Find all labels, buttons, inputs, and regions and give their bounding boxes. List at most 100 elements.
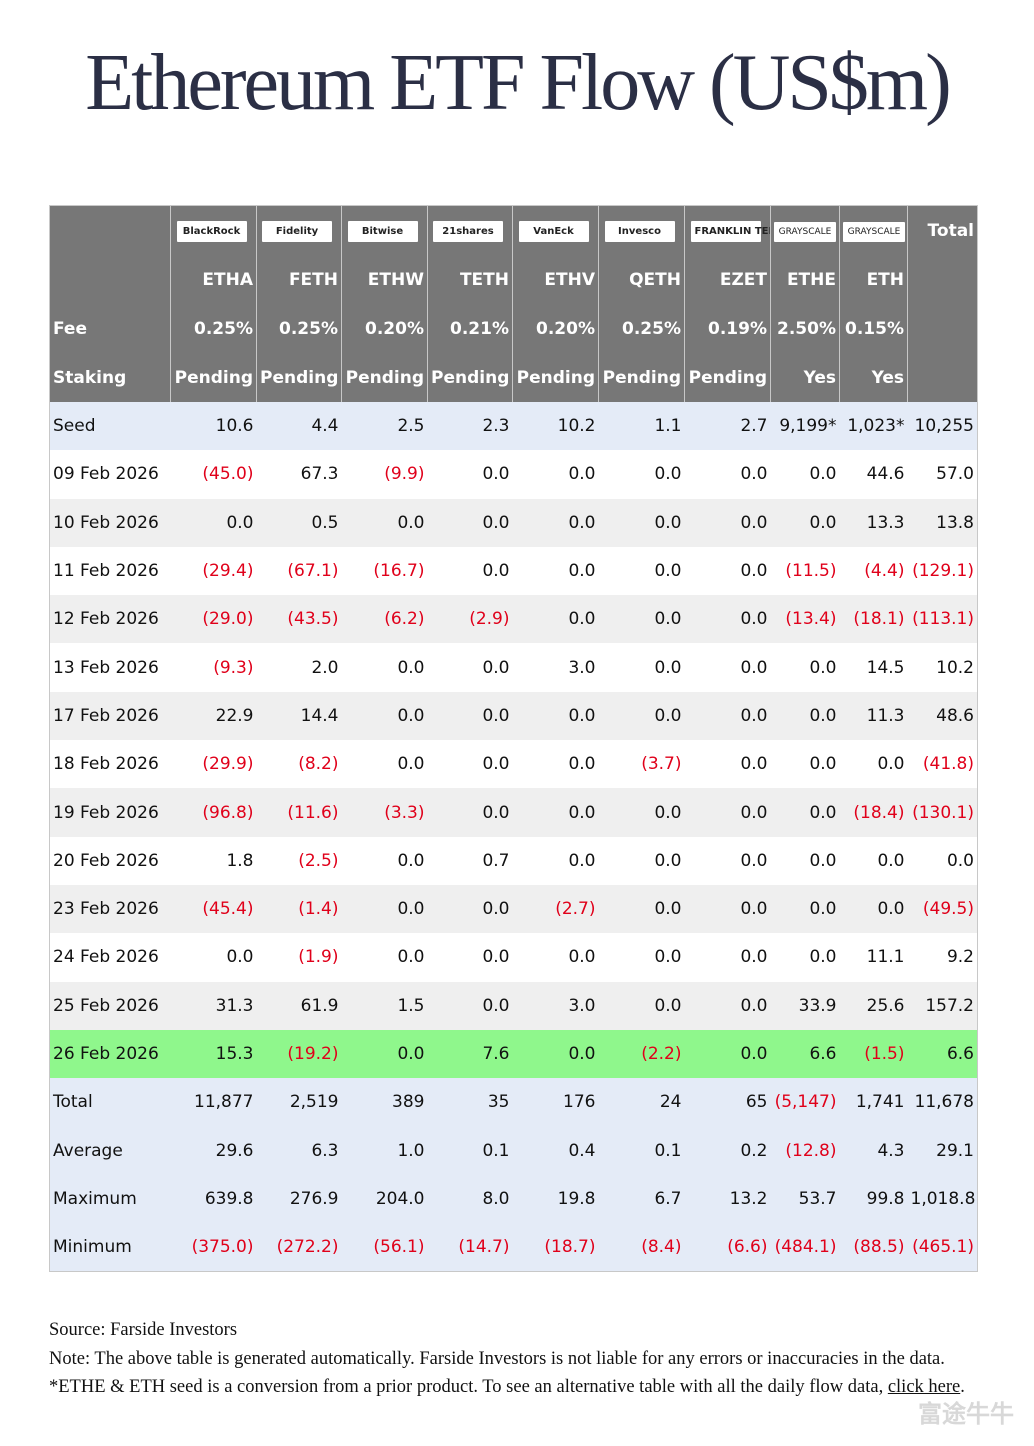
cell: (1.9): [298, 947, 339, 968]
cell: (465.1): [912, 1237, 974, 1258]
cell: (18.7): [544, 1237, 596, 1258]
watermark: 富途牛牛: [918, 1400, 1014, 1428]
cell: 0.0: [654, 464, 682, 485]
cell: 2.5: [397, 416, 425, 437]
staking-value: Pending: [427, 353, 513, 402]
cell: 0.0: [877, 850, 905, 871]
cell: 2.0: [311, 657, 339, 678]
cell: 19.8: [557, 1188, 596, 1209]
staking-label: Staking: [49, 353, 171, 402]
cell: 65: [745, 1092, 768, 1113]
logo: GRAYSCALE: [774, 222, 836, 242]
cell: 33.9: [798, 995, 837, 1016]
cell: 0.0: [397, 899, 425, 920]
cell: 0.0: [740, 754, 768, 775]
cell: 44.6: [866, 464, 905, 485]
cell: (3.7): [641, 754, 682, 775]
cell: (19.2): [287, 1044, 339, 1064]
staking-value: Pending: [512, 353, 599, 402]
row-label: Seed: [53, 416, 96, 437]
cell: (45.4): [202, 899, 254, 920]
cell: 29.6: [215, 1140, 254, 1161]
cell: 0.0: [397, 947, 425, 968]
staking-value: Yes: [770, 353, 840, 402]
cell: (29.9): [202, 754, 254, 775]
cell: 0.0: [482, 754, 510, 775]
logo: Invesco: [604, 221, 675, 242]
cell: 4.3: [877, 1140, 905, 1161]
cell: (130.1): [912, 802, 974, 823]
cell: 639.8: [204, 1188, 254, 1209]
cell: 13.8: [936, 512, 974, 533]
cell: 0.0: [482, 802, 510, 823]
cell: 0.0: [740, 561, 768, 582]
logo-cell: Invesco: [598, 205, 685, 255]
cell: 29.1: [936, 1140, 974, 1161]
logo-cell: Fidelity: [256, 205, 342, 255]
cell: 0.0: [482, 899, 510, 920]
cell: 14.5: [866, 657, 905, 678]
row-label: Average: [53, 1140, 123, 1161]
row-label: 13 Feb 2026: [53, 657, 159, 678]
row-label: 18 Feb 2026: [53, 754, 159, 775]
fee-value: 2.50%: [770, 304, 840, 353]
cell: 11,877: [194, 1092, 254, 1113]
cell: 0.0: [568, 802, 596, 823]
cell: 9,199*: [779, 416, 837, 437]
staking-value: Pending: [598, 353, 685, 402]
cell: (2.2): [641, 1044, 682, 1064]
note-end: .: [960, 1377, 965, 1397]
cell: (375.0): [191, 1237, 254, 1258]
row-label: 10 Feb 2026: [53, 512, 159, 533]
ticker: ETHW: [341, 255, 428, 304]
row-label: Minimum: [53, 1237, 132, 1258]
cell: 2.7: [740, 416, 768, 437]
logo-cell: BlackRock: [170, 205, 257, 255]
data-row: 24 Feb 2026 0.0 (1.9) 0.0 0.0 0.0 0.0 0.0 0.0 11.…: [49, 933, 978, 982]
staking-value: Pending: [341, 353, 428, 402]
cell: 35: [487, 1092, 510, 1113]
logo-cell: GRAYSCALE: [770, 205, 840, 255]
link[interactable]: click here: [887, 1377, 961, 1397]
cell: (29.0): [202, 609, 254, 630]
cell: 0.0: [740, 1044, 768, 1064]
title: Ethereum ETF Flow (US$m): [85, 39, 951, 127]
data-row: Total 11,877 2,519 389 35 176 24 65 (5,147) 1,741…: [49, 1078, 978, 1127]
cell: (16.7): [373, 561, 425, 582]
cell: 10.6: [215, 416, 254, 437]
cell: (3.3): [384, 802, 425, 823]
logo: Fidelity: [262, 221, 332, 242]
cell: 11.3: [866, 705, 905, 726]
ticker: ETHE: [770, 255, 840, 304]
cell: 0.0: [740, 609, 768, 630]
cell: (11.6): [287, 802, 339, 823]
cell: (129.1): [912, 561, 974, 582]
fee-value: 0.20%: [512, 304, 599, 353]
cell: (13.4): [785, 609, 837, 630]
staking-value: Pending: [256, 353, 342, 402]
cell: 1.8: [226, 850, 254, 871]
cell: 0.0: [877, 899, 905, 920]
fee-label: Fee: [49, 304, 171, 353]
data-row: Maximum 639.8 276.9 204.0 8.0 19.8 6.7 13.2 53.7…: [49, 1174, 978, 1224]
cell: (8.2): [298, 754, 339, 775]
data-row: Average 29.6 6.3 1.0 0.1 0.4 0.1 0.2 (12.8) 4.3 29…: [49, 1126, 978, 1175]
blank-cell: [49, 205, 171, 255]
cell: 2,519: [289, 1092, 339, 1113]
blank-cell: [907, 353, 978, 402]
cell: 0.0: [740, 464, 768, 485]
cell: 0.0: [654, 899, 682, 920]
cell: 0.0: [654, 947, 682, 968]
cell: (41.8): [922, 754, 974, 775]
logo-cell: FRANKLIN TEMPLETON: [684, 205, 771, 255]
cell: 176: [563, 1092, 596, 1113]
note: Note: The above table is generated autom…: [49, 1345, 969, 1401]
cell: 13.2: [729, 1188, 768, 1209]
cell: (56.1): [373, 1237, 425, 1258]
cell: 0.0: [568, 705, 596, 726]
blank-cell: [907, 255, 978, 304]
staking-value: Yes: [839, 353, 908, 402]
cell: 0.0: [568, 512, 596, 533]
ticker: TETH: [427, 255, 513, 304]
cell: 57.0: [936, 464, 974, 485]
